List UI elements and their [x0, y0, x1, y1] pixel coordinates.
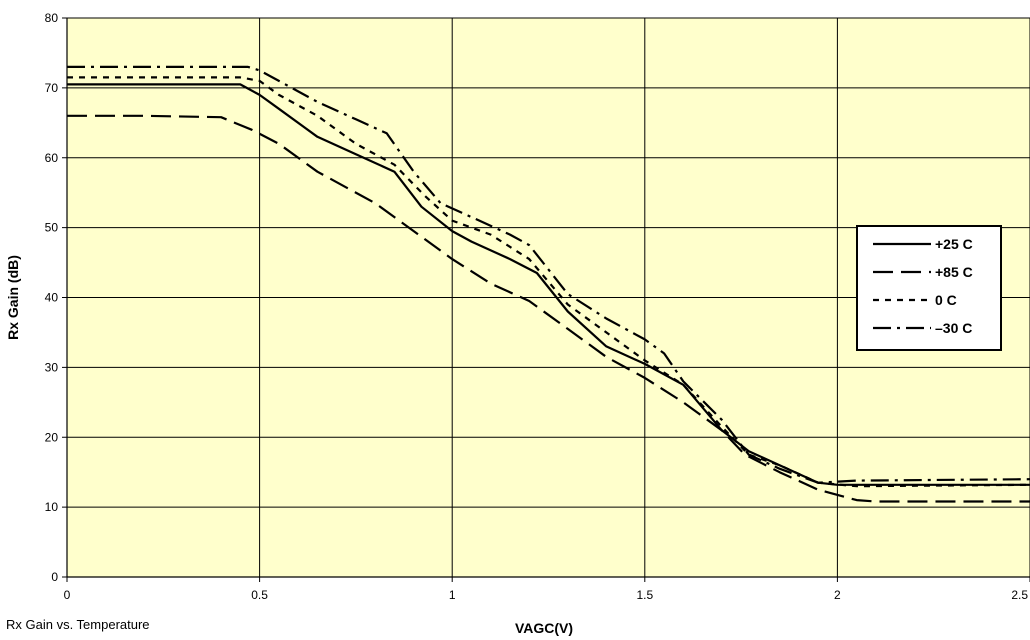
y-tick-label: 50 — [45, 221, 59, 235]
y-tick-label: 30 — [45, 360, 59, 374]
series-line-0 — [67, 83, 1030, 486]
y-tick-label: 0 — [51, 570, 58, 584]
legend-label: +85 C — [935, 264, 973, 280]
x-tick-label: 2.5 — [1011, 588, 1028, 602]
legend-box — [856, 225, 1002, 351]
x-axis-ticks: 0 0.5 1 1.5 2 2.5 — [64, 577, 1030, 602]
y-axis-ticks: 0 10 20 30 40 50 60 70 80 — [45, 11, 67, 584]
y-tick-label: 20 — [45, 430, 59, 444]
y-axis-title: Rx Gain (dB) — [5, 255, 21, 340]
y-tick-label: 70 — [45, 81, 59, 95]
y-tick-label: 80 — [45, 11, 59, 25]
grid — [67, 17, 1030, 577]
legend: +25 C +85 C 0 C –30 C — [856, 225, 1002, 351]
series-line-2 — [67, 76, 1030, 488]
series-line-1 — [67, 114, 1030, 503]
chart-caption: Rx Gain vs. Temperature — [6, 617, 150, 632]
y-tick-label: 10 — [45, 500, 59, 514]
x-axis-title: VAGC(V) — [515, 620, 573, 636]
x-tick-label: 1.5 — [636, 588, 653, 602]
series-lines — [67, 65, 1030, 503]
x-tick-label: 2 — [834, 588, 841, 602]
legend-label: +25 C — [935, 236, 973, 252]
x-tick-label: 1 — [449, 588, 456, 602]
legend-label: 0 C — [935, 292, 957, 308]
y-tick-label: 60 — [45, 151, 59, 165]
y-tick-label: 40 — [45, 291, 59, 305]
x-tick-label: 0 — [64, 588, 71, 602]
x-tick-label: 0.5 — [251, 588, 268, 602]
legend-label: –30 C — [935, 320, 972, 336]
series-line-3 — [67, 65, 1030, 484]
